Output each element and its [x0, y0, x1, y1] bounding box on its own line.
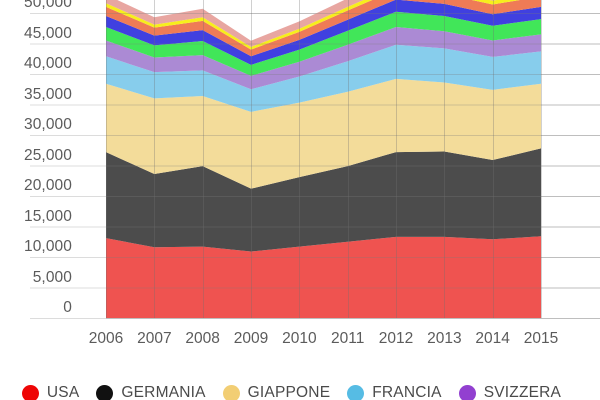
legend-color-swatch-icon [347, 384, 365, 400]
legend-color-swatch-icon [21, 384, 39, 400]
area-series-giappone [106, 78, 541, 189]
x-axis-tick-label: 2014 [475, 330, 510, 347]
x-axis: 2006 2007 2008 2009 2010 2011 2012 2013 2014 2015 [0, 330, 600, 354]
legend-color-swatch-icon [222, 384, 240, 400]
legend-item-giappone[interactable]: GIAPPONE [222, 384, 331, 400]
legend-color-swatch-icon [96, 384, 114, 400]
area-series-cina [106, 11, 541, 76]
area-series-svizzera [106, 27, 541, 90]
stacked-area-svg [30, 0, 600, 319]
area-series-paesi-bassi [106, 0, 541, 57]
x-axis-tick-label: 2013 [427, 330, 462, 347]
x-axis-tick-label: 2010 [282, 330, 317, 347]
x-axis-tick-label: 2008 [185, 330, 220, 347]
gridlines-overlay [106, 0, 600, 319]
legend-item-label: GERMANIA [121, 384, 206, 400]
area-series-belgio [106, 0, 520, 50]
x-axis-tick-label: 2011 [330, 330, 365, 347]
x-axis-tick-label: 2006 [88, 330, 124, 347]
chart-legend: USA GERMANIA GIAPPONE FRANCIA SVIZZERA [0, 383, 600, 400]
legend-item-label: GIAPPONE [247, 384, 331, 400]
legend-item-label: FRANCIA [372, 384, 442, 400]
legend-color-swatch-icon [458, 384, 476, 400]
area-series-usa [106, 236, 541, 318]
area-series-group [106, 0, 541, 318]
area-series-germania [106, 148, 541, 252]
area-series-spagna [106, 0, 497, 47]
x-axis-tick-label: 2009 [233, 330, 269, 347]
area-series-regno-unito [106, 0, 541, 65]
x-axis-tick-label: 2015 [523, 330, 559, 347]
legend-item-germania[interactable]: GERMANIA [96, 384, 205, 400]
x-axis-tick-label: 2012 [378, 330, 414, 347]
chart-plot-area [30, 0, 600, 319]
legend-item-francia[interactable]: FRANCIA [347, 384, 441, 400]
legend-item-label: USA [46, 384, 80, 400]
legend-item-usa[interactable]: USA [21, 384, 80, 400]
x-axis-tick-label: 2007 [137, 330, 172, 347]
legend-item-svizzera[interactable]: SVIZZERA [458, 384, 562, 400]
legend-item-label: SVIZZERA [483, 384, 562, 400]
area-series-francia [106, 44, 541, 112]
